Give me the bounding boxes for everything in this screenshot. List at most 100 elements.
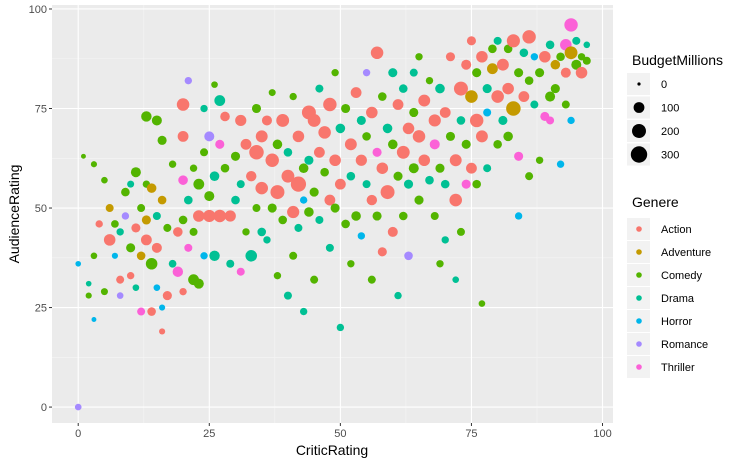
data-point xyxy=(283,148,293,157)
data-point xyxy=(200,148,209,157)
data-point xyxy=(145,257,158,270)
data-point xyxy=(550,59,561,70)
data-point xyxy=(398,211,408,221)
data-point xyxy=(230,151,241,161)
data-point xyxy=(418,94,431,107)
data-point xyxy=(267,203,277,213)
color-legend-dot xyxy=(636,226,642,232)
data-point xyxy=(236,180,245,189)
data-point xyxy=(382,123,393,134)
color-legend-label: Horror xyxy=(661,316,693,328)
data-point xyxy=(435,83,445,94)
data-point xyxy=(147,307,156,316)
data-point xyxy=(268,89,276,97)
data-point xyxy=(430,211,439,221)
data-point xyxy=(461,139,471,149)
data-point xyxy=(193,210,205,222)
data-point xyxy=(200,252,208,260)
data-point xyxy=(524,76,534,85)
data-point xyxy=(209,171,220,181)
data-point xyxy=(126,243,136,253)
data-point xyxy=(209,250,220,262)
data-point xyxy=(506,101,521,116)
data-point xyxy=(121,187,130,197)
data-point xyxy=(514,68,524,78)
data-point xyxy=(141,111,152,122)
data-point xyxy=(461,59,472,70)
data-point xyxy=(163,223,172,232)
data-point xyxy=(564,18,578,32)
data-point xyxy=(545,91,556,102)
data-point xyxy=(498,115,508,125)
data-point xyxy=(355,154,367,166)
data-point xyxy=(130,167,141,178)
color-legend-dot xyxy=(636,364,642,370)
data-point xyxy=(377,247,387,257)
data-point xyxy=(412,130,426,143)
data-point xyxy=(157,195,167,205)
data-point xyxy=(281,169,295,183)
data-point xyxy=(488,44,497,54)
data-point xyxy=(318,126,331,139)
size-legend-label: 0 xyxy=(661,79,667,91)
data-point xyxy=(226,259,235,268)
data-point xyxy=(344,138,357,151)
data-point xyxy=(483,164,492,173)
data-point xyxy=(263,236,271,244)
data-point xyxy=(121,212,130,220)
data-point xyxy=(341,219,350,229)
data-point xyxy=(224,210,236,222)
data-point xyxy=(409,107,419,118)
data-point xyxy=(402,122,415,135)
data-point xyxy=(496,58,509,71)
data-point xyxy=(177,130,189,142)
data-point xyxy=(127,180,135,188)
data-point xyxy=(535,156,544,164)
data-point xyxy=(561,100,570,109)
data-point xyxy=(472,179,481,189)
data-point xyxy=(372,147,382,157)
data-point xyxy=(320,167,329,177)
color-legend-dot xyxy=(636,295,642,301)
data-point xyxy=(356,115,366,125)
data-point xyxy=(100,288,108,296)
data-point xyxy=(140,234,152,246)
data-point xyxy=(491,90,504,103)
data-point xyxy=(153,284,161,291)
plot-panel xyxy=(52,5,613,423)
data-point xyxy=(323,97,337,112)
data-point xyxy=(132,284,140,291)
data-point xyxy=(545,40,555,50)
data-point xyxy=(272,139,283,150)
x-axis: 0 25 50 75 100 xyxy=(75,423,612,440)
data-point xyxy=(514,212,523,220)
data-point xyxy=(75,260,82,267)
data-point xyxy=(159,328,166,335)
data-point xyxy=(425,175,434,185)
data-point xyxy=(287,205,300,219)
data-point xyxy=(330,203,340,213)
data-point xyxy=(466,162,477,174)
y-axis: 0 25 50 75 100 xyxy=(29,4,52,414)
data-point xyxy=(428,114,441,127)
data-point xyxy=(366,106,378,119)
data-point xyxy=(445,52,456,62)
data-point xyxy=(184,195,193,205)
data-point xyxy=(380,185,395,200)
x-tick-label: 75 xyxy=(465,428,477,440)
data-point xyxy=(449,154,462,167)
data-point xyxy=(335,123,346,134)
size-legend-dot xyxy=(637,82,641,86)
data-point xyxy=(137,307,146,316)
data-point xyxy=(367,275,376,284)
data-point xyxy=(151,115,162,126)
data-point xyxy=(478,300,486,307)
data-point xyxy=(304,155,314,165)
data-point xyxy=(111,220,119,228)
data-point xyxy=(255,130,268,143)
data-point xyxy=(146,183,157,193)
data-point xyxy=(184,243,193,252)
color-legend-dot xyxy=(636,341,642,347)
data-point xyxy=(309,187,319,197)
data-point xyxy=(518,91,530,102)
